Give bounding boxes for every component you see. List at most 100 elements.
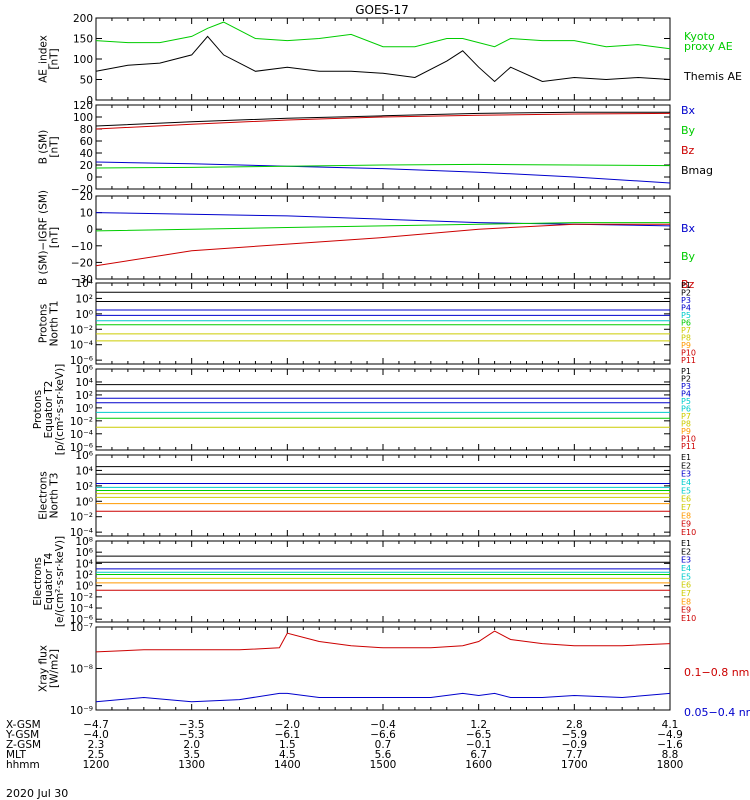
legend-entry: E4 xyxy=(681,478,691,487)
y-axis-label: [nT] xyxy=(49,48,61,69)
y-axis-label: North T1 xyxy=(49,301,61,347)
legend-entry: P11 xyxy=(681,442,696,451)
y-axis-label: Electrons xyxy=(38,471,50,520)
y-axis-label: Equator T4 xyxy=(43,552,55,610)
legend-entry: E10 xyxy=(681,614,696,623)
x-axis-value: 3.5 xyxy=(183,749,200,761)
x-axis-value: −5.9 xyxy=(562,729,588,741)
x-axis-row-label: MLT xyxy=(6,749,26,761)
legend-entry: proxy AE xyxy=(684,40,733,53)
panel-frame xyxy=(95,282,671,365)
legend-entry: P2 xyxy=(681,375,691,384)
series-line xyxy=(95,21,671,50)
x-axis-value: 1500 xyxy=(370,759,397,771)
y-tick-label: 10⁻⁴ xyxy=(70,603,93,615)
y-tick-label: 10⁴ xyxy=(75,278,93,290)
series-line xyxy=(95,161,671,184)
y-axis-label: B (SM) xyxy=(38,130,50,164)
legend-entry: Bz xyxy=(681,144,695,157)
legend-entry: P3 xyxy=(681,296,691,305)
x-axis-value: −6.1 xyxy=(275,729,301,741)
legend-entry: By xyxy=(681,124,696,137)
legend-entry: P1 xyxy=(681,281,691,290)
x-axis-value: 1800 xyxy=(657,759,684,771)
y-tick-label: 10⁶ xyxy=(75,364,93,376)
y-axis-label: [nT] xyxy=(49,227,61,248)
x-axis-value: −0.1 xyxy=(466,739,492,751)
y-tick-label: 10⁻⁶ xyxy=(70,355,93,367)
y-tick-label: 10² xyxy=(75,390,93,402)
y-tick-label: 40 xyxy=(80,148,93,160)
legend-entry: 0.05−0.4 nm xyxy=(684,706,750,719)
y-tick-label: 0 xyxy=(86,172,93,184)
y-tick-label: 10⁻⁴ xyxy=(70,429,93,441)
y-tick-label: −20 xyxy=(71,184,93,196)
y-axis-label: Xray flux xyxy=(38,645,50,692)
y-tick-label: 10⁴ xyxy=(75,377,93,389)
x-axis-value: 1.5 xyxy=(279,739,296,751)
y-tick-label: 10⁻⁸ xyxy=(70,664,93,676)
legend-entry: P8 xyxy=(681,420,691,429)
legend-entry: P4 xyxy=(681,304,691,313)
series-line xyxy=(95,630,671,653)
x-axis-value: 1400 xyxy=(274,759,301,771)
legend-entry: E5 xyxy=(681,572,691,581)
x-axis-value: −4.7 xyxy=(83,719,109,731)
legend-entry: E3 xyxy=(681,556,691,565)
legend-entry: P7 xyxy=(681,326,691,335)
legend-entry: P9 xyxy=(681,427,691,436)
legend-entry: E5 xyxy=(681,486,691,495)
legend-entry: P10 xyxy=(681,435,696,444)
y-tick-label: 10⁻⁷ xyxy=(70,622,93,634)
y-axis-label: [p/(cm²·s·sr·keV)] xyxy=(54,364,66,455)
x-axis-value: 2.3 xyxy=(88,739,105,751)
y-tick-label: 100 xyxy=(73,112,93,124)
y-tick-label: 10⁻⁴ xyxy=(70,340,93,352)
y-tick-label: 200 xyxy=(73,13,93,25)
series-line xyxy=(95,35,671,83)
series-line xyxy=(95,222,670,232)
y-tick-label: 120 xyxy=(73,100,93,112)
x-axis-value: 2.8 xyxy=(566,719,583,731)
x-axis-value: 4.5 xyxy=(279,749,296,761)
x-axis-value: 1200 xyxy=(83,759,110,771)
y-axis-label: AE_index xyxy=(38,35,50,83)
y-tick-label: 0 xyxy=(86,95,93,107)
x-axis-value: −1.6 xyxy=(657,739,683,751)
legend-entry: E2 xyxy=(681,547,691,556)
y-tick-label: 10⁴ xyxy=(75,465,93,477)
y-tick-label: 10⁰ xyxy=(75,496,93,508)
x-axis-value: 0.7 xyxy=(375,739,392,751)
legend-entry: E6 xyxy=(681,495,691,504)
legend-entry: E8 xyxy=(681,597,691,606)
date-label: 2020 Jul 30 xyxy=(6,787,68,800)
legend-entry: P1 xyxy=(681,367,691,376)
x-axis-table: X-GSM −4.7 −3.5 −2.0 −0.4 1.2 2.8 4.1 Y-GSM −4.0 −… xyxy=(5,719,683,771)
y-tick-label: 10⁻² xyxy=(70,512,93,524)
legend-entry: Bx xyxy=(681,104,696,117)
series-line xyxy=(95,223,670,267)
legend-entry: Kyoto xyxy=(684,30,715,43)
y-tick-label: 60 xyxy=(80,136,93,148)
panel-frame xyxy=(95,104,671,190)
x-axis-row-label: Y-GSM xyxy=(5,729,39,741)
y-tick-label: 10⁻² xyxy=(70,592,93,604)
panel-pnorth: 10⁴ 10² 10⁰ 10⁻² 10⁻⁴ 10⁻⁶ Protons North T1 P1P2… xyxy=(38,278,697,367)
y-tick-label: 10⁰ xyxy=(75,581,93,593)
panel-frame xyxy=(95,17,671,101)
y-tick-label: 10² xyxy=(75,293,93,305)
legend-entry: P4 xyxy=(681,390,691,399)
x-axis-value: −3.5 xyxy=(179,719,205,731)
legend-entry: P5 xyxy=(681,397,691,406)
x-axis-row-label: X-GSM xyxy=(6,719,41,731)
y-axis-label: Protons xyxy=(32,390,44,429)
legend-entry: P8 xyxy=(681,334,691,343)
x-axis-row-label: hhmm xyxy=(6,759,40,771)
panel-frame xyxy=(95,454,671,537)
y-tick-label: −20 xyxy=(71,257,93,269)
